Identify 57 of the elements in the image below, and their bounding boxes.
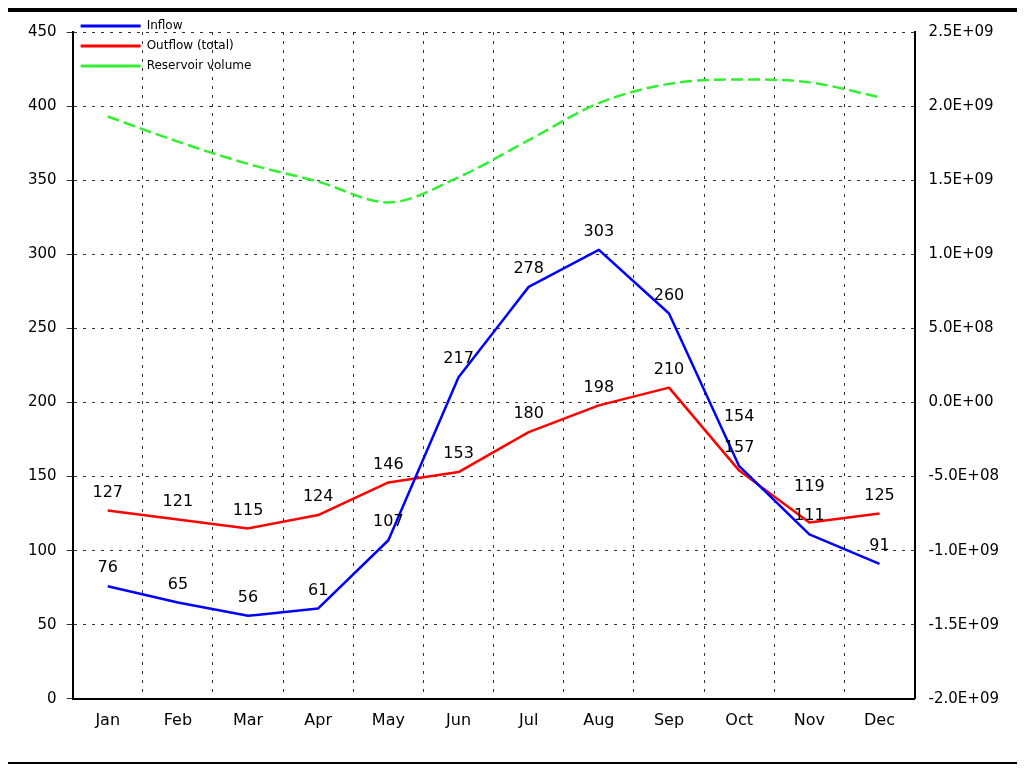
y2-tick-label: -1.0E+09 bbox=[928, 540, 1000, 559]
legend-label: Outflow (total) bbox=[146, 38, 234, 53]
y-tick-label: 450 bbox=[27, 21, 57, 40]
data-label: 61 bbox=[308, 579, 329, 599]
x-tick-label: Aug bbox=[583, 709, 615, 729]
data-label: 119 bbox=[794, 475, 825, 495]
y-tick-label: 400 bbox=[27, 95, 57, 114]
y-tick-label: 100 bbox=[27, 540, 57, 559]
x-tick-label: Jul bbox=[518, 709, 539, 729]
x-tick-label: Jan bbox=[94, 709, 121, 729]
x-tick-label: Apr bbox=[304, 709, 333, 729]
line-series bbox=[106, 78, 881, 204]
y2-tick-label: -1.5E+09 bbox=[928, 614, 1000, 633]
y-tick-label: 350 bbox=[27, 170, 57, 189]
x-tick-label: Dec bbox=[864, 709, 895, 729]
x-tick-label: Mar bbox=[232, 709, 264, 729]
legend-label: Reservoir volume bbox=[146, 58, 252, 73]
data-label: 76 bbox=[97, 557, 118, 577]
data-label: 153 bbox=[443, 443, 474, 463]
y2-tick-label: 2.0E+09 bbox=[928, 95, 994, 114]
data-label: 210 bbox=[653, 358, 685, 378]
y2-tick-label: 5.0E+08 bbox=[928, 318, 994, 337]
data-label: 124 bbox=[302, 486, 334, 506]
x-tick-label: Oct bbox=[725, 709, 754, 729]
data-label: 217 bbox=[443, 348, 474, 368]
y-tick-label: 200 bbox=[27, 392, 57, 411]
y2-tick-label: 2.5E+09 bbox=[928, 21, 994, 40]
y-tick-label: 150 bbox=[27, 466, 57, 485]
y-tick-label: 300 bbox=[27, 244, 57, 263]
y2-tick-label: -2.0E+09 bbox=[928, 688, 1000, 707]
y-tick-label: 250 bbox=[27, 318, 57, 337]
data-label: 127 bbox=[92, 481, 123, 501]
x-tick-label: May bbox=[371, 709, 405, 729]
y-tick-label: 50 bbox=[37, 614, 57, 633]
data-label: 303 bbox=[583, 220, 615, 240]
data-label: 121 bbox=[162, 490, 194, 510]
data-label: 198 bbox=[583, 376, 615, 396]
y2-tick-label: 1.5E+09 bbox=[928, 170, 994, 189]
data-label: 65 bbox=[167, 573, 189, 593]
legend-label: Inflow bbox=[146, 18, 183, 33]
data-label: 91 bbox=[869, 535, 890, 555]
data-label: 260 bbox=[653, 284, 685, 304]
data-label: 125 bbox=[864, 484, 895, 504]
data-label: 115 bbox=[232, 499, 264, 519]
y-tick-label: 0 bbox=[47, 688, 57, 707]
y2-tick-label: 0.0E+00 bbox=[928, 392, 994, 411]
y2-tick-label: 1.0E+09 bbox=[928, 244, 994, 263]
y2-tick-label: -5.0E+08 bbox=[928, 466, 1000, 485]
x-tick-label: Nov bbox=[793, 709, 825, 729]
x-tick-label: Sep bbox=[653, 709, 685, 729]
data-label: 56 bbox=[237, 586, 259, 606]
data-label: 278 bbox=[513, 258, 544, 278]
x-tick-label: Jun bbox=[445, 709, 472, 729]
data-label: 180 bbox=[513, 403, 544, 423]
data-label: 154 bbox=[723, 405, 755, 425]
x-tick-label: Feb bbox=[163, 709, 193, 729]
data-label: 146 bbox=[373, 453, 404, 473]
